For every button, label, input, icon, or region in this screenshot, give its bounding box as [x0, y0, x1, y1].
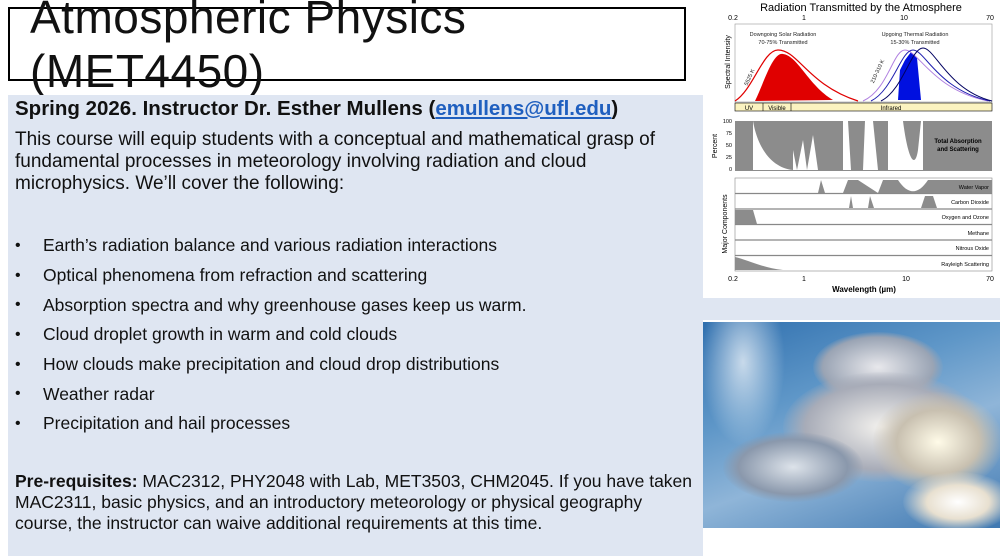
thermal-percent: 15-30% Transmitted — [890, 40, 939, 46]
band-visible: Visible — [768, 106, 786, 112]
tick: 0 — [729, 167, 732, 173]
panel3-ylabel: Major Components — [722, 194, 729, 254]
bullet: • — [15, 296, 21, 314]
component-nitrous-oxide: Nitrous Oxide — [956, 246, 989, 252]
x-axis-label: Wavelength (µm) — [832, 285, 896, 294]
topic-text: Weather radar — [43, 383, 155, 404]
tick: 10 — [902, 276, 910, 283]
band-bar: UV Visible Infrared — [734, 102, 993, 112]
tick: 100 — [723, 119, 732, 125]
prerequisites: Pre-requisites: MAC2312, PHY2048 with La… — [15, 471, 695, 534]
slide-title: Atmospheric Physics (MET4450) — [30, 0, 467, 97]
sunlit-clouds-photo — [703, 322, 1000, 528]
topic-text: Earth’s radiation balance and various ra… — [43, 235, 497, 256]
list-item: • Precipitation and hail processes — [15, 409, 526, 439]
panel1-ylabel: Spectral Intensity — [725, 35, 732, 89]
topic-text: How clouds make precipitation and cloud … — [43, 354, 500, 375]
tick: 1 — [802, 15, 806, 22]
atmospheric-transmission-figure: Radiation Transmitted by the Atmosphere … — [703, 0, 1000, 320]
thermal-curve — [870, 49, 991, 102]
topic-text: Cloud droplet growth in warm and cold cl… — [43, 324, 398, 345]
topic-text: Precipitation and hail processes — [43, 413, 291, 434]
bullet: • — [15, 236, 21, 254]
content-panel: Spring 2026. Instructor Dr. Esther Mulle… — [8, 95, 703, 556]
figure-title: Radiation Transmitted by the Atmosphere — [760, 2, 962, 14]
absorption-label: Total Absorption — [934, 139, 982, 145]
heading-close: ) — [611, 97, 619, 120]
bullet: • — [15, 355, 21, 373]
component-water-vapor: Water Vapor — [959, 185, 989, 191]
tick: 75 — [726, 131, 732, 137]
list-item: • Absorption spectra and why greenhouse g… — [15, 290, 526, 320]
prereq-label: Pre-requisites: — [15, 471, 138, 491]
course-description: This course will equip students with a c… — [15, 129, 656, 194]
topic-text: Optical phenomena from refraction and sc… — [43, 265, 428, 286]
thermal-curve — [862, 49, 989, 102]
bullet: • — [15, 414, 21, 432]
bullet: • — [15, 325, 21, 343]
figure-bottom-bg — [703, 298, 1000, 320]
component-oxygen-ozone: Oxygen and Ozone — [942, 215, 989, 221]
prereq-text: MAC2312, PHY2048 with Lab, MET3503, CHM2… — [15, 471, 693, 533]
tick: 0.2 — [728, 276, 738, 283]
absorption-label-2: and Scattering — [937, 147, 979, 153]
bullet: • — [15, 385, 21, 403]
title-box: Atmospheric Physics (MET4450) — [8, 0, 686, 97]
list-item: • Earth’s radiation balance and various r… — [15, 231, 526, 261]
list-item: • Weather radar — [15, 379, 526, 409]
thermal-curve — [880, 47, 993, 102]
tick: 70 — [986, 15, 994, 22]
tick: 10 — [900, 15, 908, 22]
topic-text: Absorption spectra and why greenhouse ga… — [43, 294, 527, 315]
bullet: • — [15, 266, 21, 284]
heading-text: Spring 2026. Instructor Dr. Esther Mulle… — [15, 97, 436, 120]
transmission-windows — [753, 121, 923, 170]
band-infrared: Infrared — [881, 106, 902, 112]
list-item: • Optical phenomena from refraction and s… — [15, 261, 526, 291]
thermal-label: Upgoing Thermal Radiation — [882, 32, 949, 38]
bottom-axis-ticks: 0.2 1 10 70 — [728, 276, 994, 283]
topic-list: • Earth’s radiation balance and various r… — [15, 231, 526, 439]
component-rows: Water Vapor Carbon Dioxide Oxygen and Oz… — [734, 177, 993, 272]
panel2-ylabel: Percent — [712, 134, 719, 158]
solar-label: Downgoing Solar Radiation — [750, 32, 817, 38]
tick: 1 — [802, 276, 806, 283]
solar-percent: 70-75% Transmitted — [758, 40, 807, 46]
component-rayleigh: Rayleigh Scattering — [941, 262, 989, 268]
tick: 50 — [726, 143, 732, 149]
tick: 0.2 — [728, 15, 738, 22]
top-axis-ticks: 0.2 1 10 70 — [728, 15, 994, 22]
solar-spectrum — [755, 53, 833, 101]
instructor-email-link[interactable]: emullens@ufl.edu — [435, 97, 612, 120]
component-carbon-dioxide: Carbon Dioxide — [951, 200, 989, 206]
tick: 70 — [986, 276, 994, 283]
list-item: • Cloud droplet growth in warm and cold c… — [15, 320, 526, 350]
component-methane: Methane — [968, 231, 989, 237]
tick: 25 — [726, 155, 732, 161]
list-item: • How clouds make precipitation and cloud… — [15, 350, 526, 380]
band-uv: UV — [745, 106, 753, 112]
course-heading: Spring 2026. Instructor Dr. Esther Mulle… — [15, 97, 618, 121]
thermal-spectrum — [898, 52, 921, 100]
solar-blackbody-curve — [734, 49, 859, 102]
